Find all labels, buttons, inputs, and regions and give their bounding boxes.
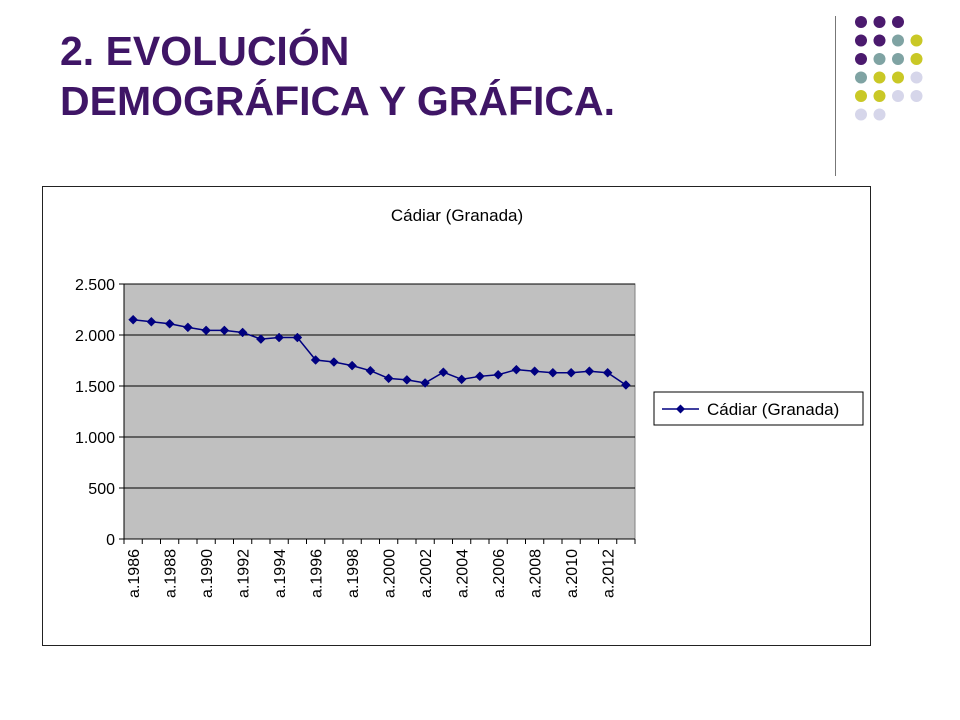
- data-point-marker: [602, 367, 613, 378]
- data-point-marker: [164, 318, 175, 329]
- data-point-marker: [475, 371, 485, 382]
- y-tick-label: 2.000: [75, 328, 115, 345]
- x-tick-label: a.1986: [126, 549, 143, 598]
- decorative-dot: [855, 16, 867, 28]
- decorative-dot: [910, 34, 923, 47]
- line-chart: Cádiar (Granada) 0 500 1.000 1.500 2.000 2.500…: [75, 206, 864, 598]
- data-point-marker: [310, 355, 321, 365]
- chart-legend: Cádiar (Granada): [653, 391, 864, 426]
- data-point-marker: [420, 378, 430, 388]
- decorative-dot: [892, 90, 904, 102]
- data-point-marker: [584, 366, 595, 377]
- decorative-dot: [873, 108, 886, 121]
- x-tick-label: a.2006: [491, 549, 508, 598]
- chart-frame: Cádiar (Granada) 0 500 1.000 1.500 2.000 2.500…: [42, 186, 871, 646]
- x-tick-label: a.1994: [272, 549, 289, 598]
- slide-title: 2. EVOLUCIÓN DEMOGRÁFICA Y GRÁFICA.: [60, 26, 820, 126]
- data-point-marker: [529, 366, 540, 377]
- x-tick-label: a.1990: [199, 549, 216, 598]
- data-point-marker: [511, 364, 522, 375]
- x-tick-label: a.2002: [418, 549, 435, 598]
- y-tick-label: 0: [106, 532, 115, 549]
- x-tick-label: a.2012: [601, 549, 618, 598]
- data-point-marker: [493, 369, 503, 380]
- x-tick-label: a.2008: [528, 549, 545, 598]
- x-tick-label: a.1992: [236, 549, 253, 598]
- data-point-marker: [566, 367, 576, 378]
- data-point-marker: [329, 357, 339, 367]
- legend-marker: [676, 404, 685, 414]
- series-line: [133, 318, 627, 386]
- legend-label: Cádiar (Granada): [707, 400, 839, 419]
- decorative-dot: [892, 34, 904, 47]
- data-point-marker: [365, 365, 376, 376]
- data-point-marker: [237, 327, 248, 338]
- slide-title-line-2: DEMOGRÁFICA Y GRÁFICA.: [60, 78, 616, 124]
- data-point-marker: [201, 325, 211, 336]
- y-tick-label: 1.000: [75, 430, 115, 447]
- data-point-marker: [146, 316, 157, 327]
- decorative-dot: [892, 53, 904, 65]
- plot-area: [123, 283, 636, 540]
- data-point-marker: [219, 325, 230, 336]
- data-point-marker: [347, 360, 357, 371]
- decorative-dot: [892, 16, 904, 28]
- decorative-dot: [855, 71, 867, 84]
- data-point-marker: [548, 367, 558, 378]
- x-tick-label: a.2004: [455, 549, 472, 598]
- decorative-dot: [873, 16, 886, 28]
- data-point-marker: [456, 374, 467, 385]
- decorative-dot: [910, 90, 923, 102]
- x-tick-label: a.2000: [382, 549, 399, 598]
- decorative-dot: [910, 53, 923, 65]
- x-tick-label: a.1998: [345, 549, 362, 598]
- decorative-dot: [910, 71, 923, 84]
- data-point-marker: [274, 332, 284, 343]
- decorative-dot: [873, 71, 886, 84]
- decorative-dot: [873, 90, 886, 102]
- data-point-marker: [128, 314, 138, 325]
- chart-title: Cádiar (Granada): [391, 206, 523, 225]
- decorative-dot: [873, 34, 886, 47]
- data-point-marker: [183, 322, 193, 333]
- title-divider-line: [835, 16, 836, 176]
- decorative-dot: [892, 71, 904, 84]
- decorative-dot: [855, 34, 867, 47]
- data-point-marker: [256, 334, 266, 344]
- data-point-marker: [292, 332, 303, 343]
- y-tick-label: 500: [88, 481, 115, 498]
- x-tick-label: a.1996: [309, 549, 326, 598]
- decorative-dot: [855, 53, 867, 65]
- slide-title-line-1: 2. EVOLUCIÓN: [60, 28, 350, 74]
- decorative-dot: [855, 108, 867, 121]
- data-point-marker: [621, 380, 631, 390]
- data-point-marker: [402, 375, 412, 385]
- data-point-marker: [383, 373, 394, 384]
- data-point-marker: [438, 367, 449, 378]
- x-tick-label: a.1988: [163, 549, 180, 598]
- y-tick-label: 1.500: [75, 379, 115, 396]
- x-tick-label: a.2010: [564, 549, 581, 598]
- decorative-dot: [855, 90, 867, 102]
- decorative-dot: [873, 53, 886, 65]
- y-tick-label: 2.500: [75, 277, 115, 294]
